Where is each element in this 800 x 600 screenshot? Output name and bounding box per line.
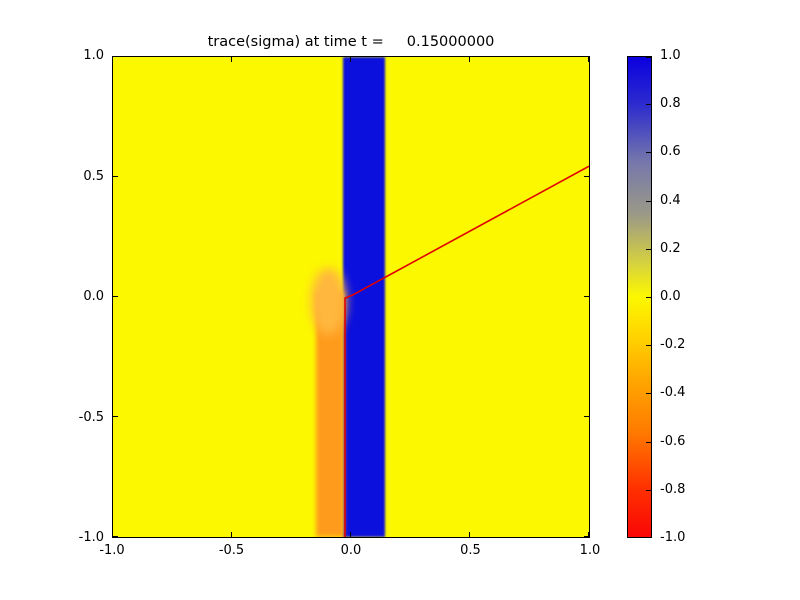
colorbar-tick-label: -0.8 <box>660 481 686 497</box>
x-tick-mark <box>350 532 351 537</box>
y-tick-label: -0.5 <box>78 409 104 425</box>
x-tick-mark <box>231 532 232 537</box>
x-tick-mark <box>350 57 351 62</box>
colorbar-tick-mark <box>646 345 651 347</box>
colorbar-tick-label: 0.6 <box>660 144 681 160</box>
colorbar-tick-mark <box>646 297 651 298</box>
colorbar-tick-mark <box>646 537 651 538</box>
colorbar-tick-mark <box>646 393 651 395</box>
y-tick-mark <box>113 416 118 417</box>
colorbar-tick-label: -1.0 <box>660 530 686 545</box>
blue-band <box>342 57 386 537</box>
colorbar-tick-label: 0.4 <box>660 192 681 208</box>
y-tick-label: 0.5 <box>83 168 104 184</box>
colorbar-tick-mark <box>646 248 651 250</box>
y-tick-mark <box>113 176 118 177</box>
y-tick-label: -1.0 <box>78 530 104 545</box>
colorbar-tick-label: 0.2 <box>660 240 681 256</box>
x-tick-mark <box>112 57 113 62</box>
colorbar-tick-label: -0.6 <box>660 433 686 449</box>
y-tick-mark <box>584 56 589 57</box>
orange-blob <box>310 268 347 336</box>
colorbar-tick-mark <box>646 152 651 154</box>
colorbar-tick-mark <box>646 441 651 443</box>
x-tick-mark <box>469 532 470 537</box>
y-tick-label: 0.0 <box>83 289 104 304</box>
x-tick-label: 1.0 <box>579 543 601 558</box>
plot-area <box>112 56 590 538</box>
colorbar-tick-label: -0.2 <box>660 337 686 353</box>
colorbar-tick-label: 1.0 <box>660 48 681 63</box>
plot-title: trace(sigma) at time t = 0.15000000 <box>207 34 495 50</box>
colorbar-tick-mark <box>646 57 651 58</box>
colorbar <box>627 56 652 538</box>
x-tick-mark <box>231 57 232 62</box>
x-tick-mark <box>588 57 589 62</box>
colorbar-tick-label: 0.8 <box>660 96 681 112</box>
colorbar-tick-mark <box>646 489 651 491</box>
y-tick-mark <box>584 296 589 297</box>
y-tick-mark <box>584 536 589 537</box>
y-tick-mark <box>584 176 589 177</box>
colorbar-tick-label: 0.0 <box>660 289 681 304</box>
colorbar-tick-mark <box>646 200 651 202</box>
y-tick-mark <box>584 416 589 417</box>
x-tick-mark <box>588 532 589 537</box>
colorbar-tick-mark <box>646 104 651 106</box>
y-tick-mark <box>113 536 118 537</box>
x-tick-label: -0.5 <box>218 543 245 558</box>
y-tick-mark <box>113 296 118 297</box>
x-tick-label: 0.0 <box>340 543 362 558</box>
x-tick-label: 0.5 <box>460 543 481 558</box>
x-tick-mark <box>469 57 470 62</box>
colorbar-tick-label: -0.4 <box>660 385 686 401</box>
x-tick-label: -1.0 <box>99 543 125 558</box>
y-tick-label: 1.0 <box>83 48 104 63</box>
y-tick-mark <box>113 56 118 57</box>
